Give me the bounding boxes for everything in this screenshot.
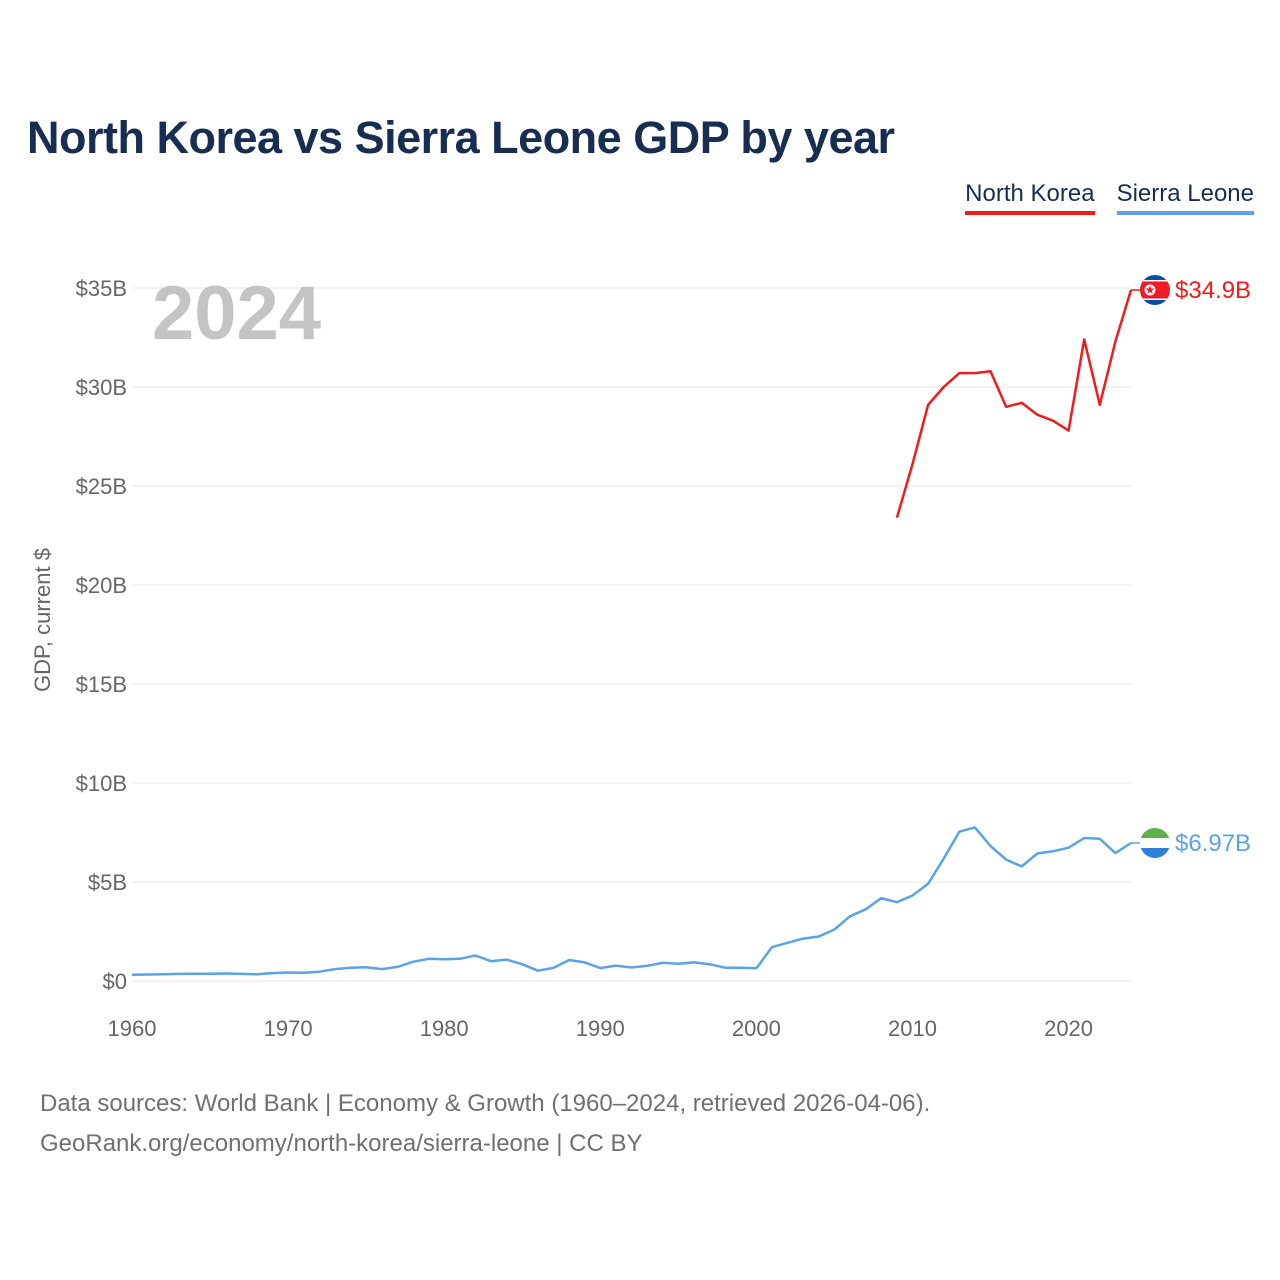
y-tick-label: $15B — [76, 672, 127, 697]
y-tick-label: $30B — [76, 375, 127, 400]
series-line-sierra-leone — [131, 826, 1132, 976]
legend-item-north-korea[interactable]: North Korea — [965, 180, 1095, 215]
y-tick-label: $0 — [103, 969, 127, 994]
x-tick-label: 1970 — [264, 1016, 313, 1041]
y-tick-label: $25B — [76, 474, 127, 499]
north-korea-flag-icon — [1140, 274, 1170, 305]
y-tick-label: $10B — [76, 771, 127, 796]
series-line-north-korea — [895, 289, 1133, 519]
legend: North Korea Sierra Leone — [965, 180, 1254, 215]
y-tick-label: $5B — [88, 870, 127, 895]
x-tick-label: 2020 — [1044, 1016, 1093, 1041]
x-tick-label: 1990 — [576, 1016, 625, 1041]
sierra-leone-flag-icon — [1140, 827, 1170, 858]
legend-item-sierra-leone[interactable]: Sierra Leone — [1116, 180, 1254, 215]
source-line-1: Data sources: World Bank | Economy & Gro… — [40, 1090, 931, 1117]
x-tick-label: 1960 — [108, 1016, 157, 1041]
x-tick-label: 2000 — [732, 1016, 781, 1041]
y-tick-label: $35B — [76, 276, 127, 301]
end-value-label: $6.97B — [1175, 830, 1251, 857]
y-tick-label: $20B — [76, 573, 127, 598]
year-watermark: 2024 — [152, 271, 321, 356]
x-tick-label: 2010 — [888, 1016, 937, 1041]
page-title: North Korea vs Sierra Leone GDP by year — [27, 112, 895, 163]
source-line-2[interactable]: GeoRank.org/economy/north-korea/sierra-l… — [40, 1130, 643, 1157]
y-axis-label: GDP, current $ — [30, 548, 55, 692]
source-note: Data sources: World Bank | Economy & Gro… — [40, 1084, 930, 1164]
end-value-label: $34.9B — [1175, 277, 1251, 304]
x-tick-label: 1980 — [420, 1016, 469, 1041]
